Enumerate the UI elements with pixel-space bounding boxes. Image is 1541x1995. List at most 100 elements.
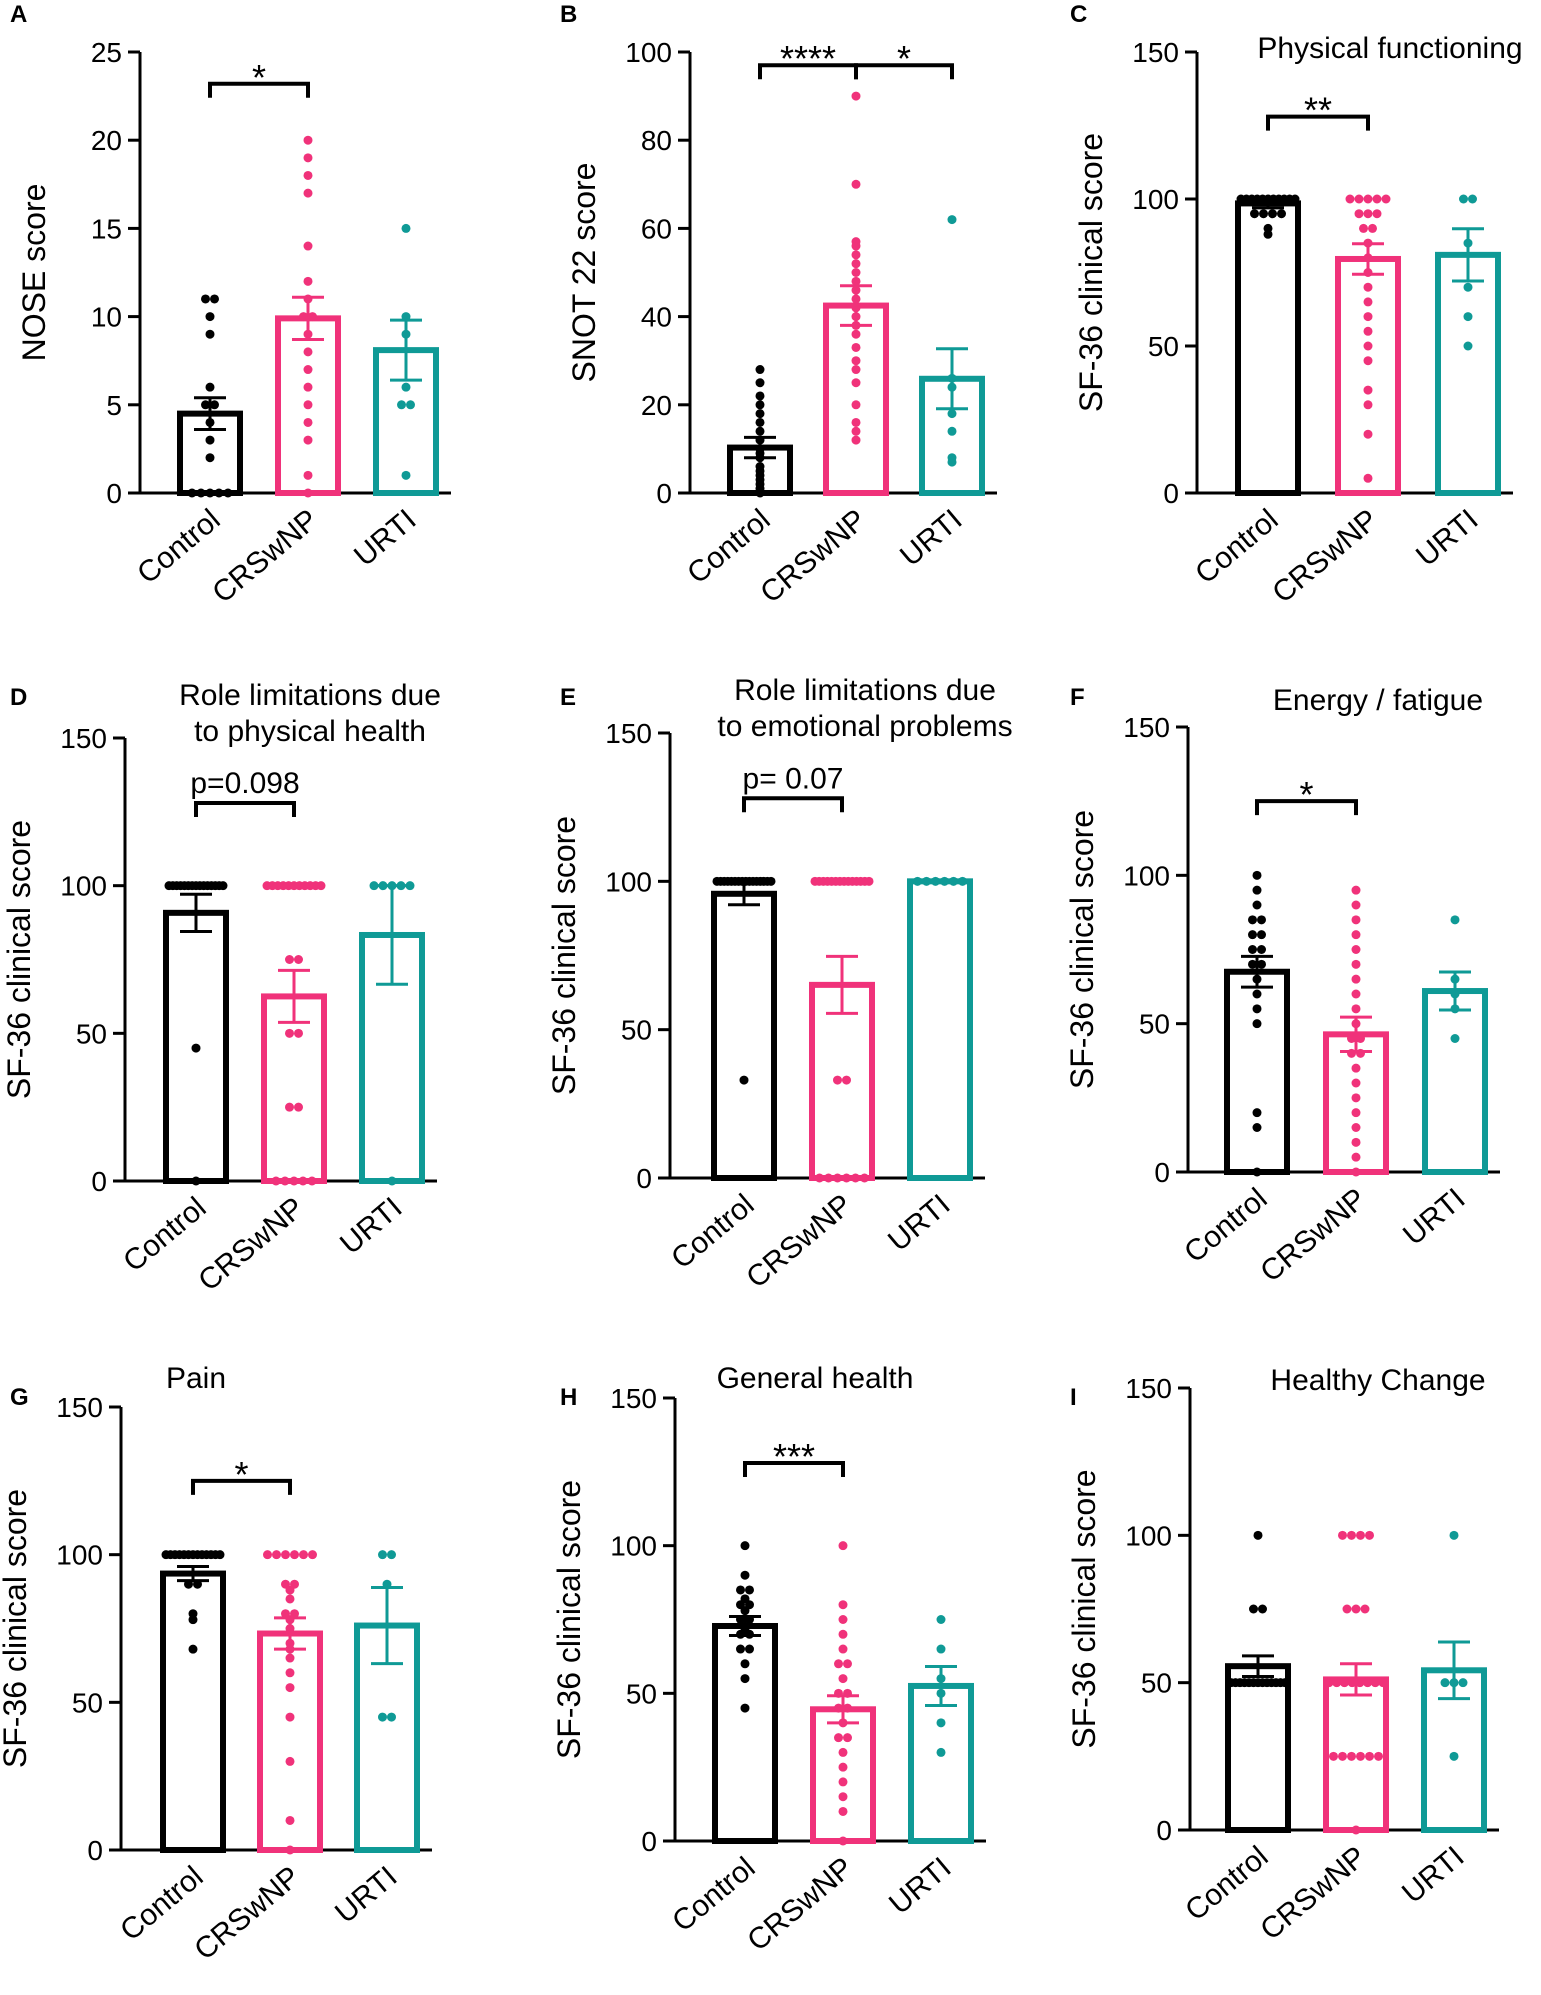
data-point (838, 1644, 848, 1654)
data-point (205, 417, 215, 427)
bar-crswnp (261, 993, 327, 1185)
y-tick-label: 150 (610, 1383, 657, 1414)
category-label-control: Control (666, 1851, 761, 1938)
data-point (843, 1659, 852, 1669)
y-tick-label: 100 (60, 871, 107, 902)
y-tick-label: 0 (641, 1826, 657, 1857)
data-point (1368, 223, 1377, 233)
data-point (740, 1541, 750, 1551)
data-point (1363, 1678, 1373, 1688)
significance-bracket (854, 63, 954, 80)
data-point (303, 435, 313, 445)
data-point (1356, 1034, 1365, 1043)
data-point (1351, 1078, 1361, 1088)
panel-letter: H (560, 1384, 577, 1411)
data-point (833, 1173, 842, 1183)
data-point (285, 1756, 295, 1766)
data-point (303, 417, 313, 427)
data-point (401, 329, 411, 339)
data-point (843, 1733, 852, 1743)
chart-panel-i: I 0 50 100 150 SF-36 clinical score Healthy Ch… (1066, 1364, 1499, 1947)
data-point (401, 223, 411, 233)
data-point (936, 1674, 946, 1684)
data-point (1363, 341, 1373, 351)
data-point (285, 1638, 295, 1648)
y-axis-title: SF-36 clinical score (546, 816, 582, 1095)
y-tick-label: 20 (91, 125, 122, 156)
data-point (1363, 253, 1373, 263)
panel-title-line: to physical health (194, 715, 426, 748)
data-point (1351, 915, 1361, 925)
data-point (1250, 209, 1259, 219)
data-point (1381, 194, 1391, 204)
data-point (736, 1615, 745, 1624)
y-tick-label: 0 (1163, 478, 1179, 509)
y-tick-label: 60 (641, 213, 672, 244)
panel-title-line: Physical functioning (1257, 32, 1522, 65)
data-point (1351, 1123, 1361, 1132)
data-point (1468, 194, 1477, 204)
data-point (755, 426, 765, 436)
data-point (1252, 1004, 1262, 1014)
category-label-crswnp: CRSwNP (1254, 1182, 1372, 1289)
data-point (272, 1550, 281, 1560)
data-point (1351, 1093, 1361, 1103)
data-point (851, 378, 861, 388)
data-point (299, 1550, 308, 1560)
data-point (1363, 297, 1373, 307)
data-point (303, 294, 313, 304)
data-point (1351, 1004, 1361, 1014)
data-point (1463, 312, 1473, 322)
data-point (1338, 1751, 1347, 1761)
data-point (1257, 930, 1266, 940)
data-point (1351, 1108, 1361, 1118)
significance-label: ** (1304, 90, 1332, 131)
data-point (285, 1653, 295, 1663)
data-point (755, 409, 765, 419)
data-point (1257, 945, 1266, 954)
data-point (387, 881, 397, 891)
bar-urti (1422, 988, 1488, 1175)
y-axis-title: SNOT 22 score (566, 163, 602, 383)
data-point (947, 409, 957, 419)
data-point (860, 1173, 869, 1183)
data-point (851, 179, 861, 189)
data-point (1356, 1048, 1365, 1058)
data-point (1356, 1751, 1365, 1761)
data-point (285, 1102, 294, 1112)
data-point (1268, 209, 1277, 219)
data-point (851, 329, 861, 339)
data-point (864, 876, 874, 886)
category-label-crswnp: CRSwNP (192, 1191, 310, 1298)
data-point (271, 1176, 281, 1186)
category-label-crswnp: CRSwNP (741, 1851, 859, 1958)
data-point (1347, 1530, 1356, 1540)
panel-letter: B (560, 1, 577, 28)
data-point (1351, 959, 1361, 969)
y-axis-title: NOSE score (16, 184, 52, 362)
y-tick-label: 150 (56, 1392, 103, 1423)
significance-bracket (743, 1460, 845, 1477)
data-point (387, 1550, 396, 1560)
data-point (401, 312, 411, 322)
data-point (308, 312, 317, 322)
data-point (1248, 959, 1257, 969)
data-point (843, 1703, 852, 1713)
data-point (1338, 1530, 1347, 1540)
y-tick-label: 100 (1132, 184, 1179, 215)
y-tick-label: 150 (1132, 37, 1179, 68)
data-point (851, 250, 861, 260)
data-point (401, 470, 411, 480)
data-point (851, 91, 861, 101)
panel-title-line: Role limitations due (179, 679, 441, 712)
data-point (1363, 385, 1373, 395)
panel-letter: I (1070, 1384, 1077, 1411)
data-point (210, 294, 219, 304)
significance-label: * (897, 38, 911, 79)
data-point (196, 488, 206, 498)
data-point (1332, 1678, 1342, 1688)
data-point (1351, 1137, 1361, 1147)
data-point (1374, 1751, 1383, 1761)
data-point (815, 1173, 824, 1183)
data-point (833, 1075, 842, 1085)
